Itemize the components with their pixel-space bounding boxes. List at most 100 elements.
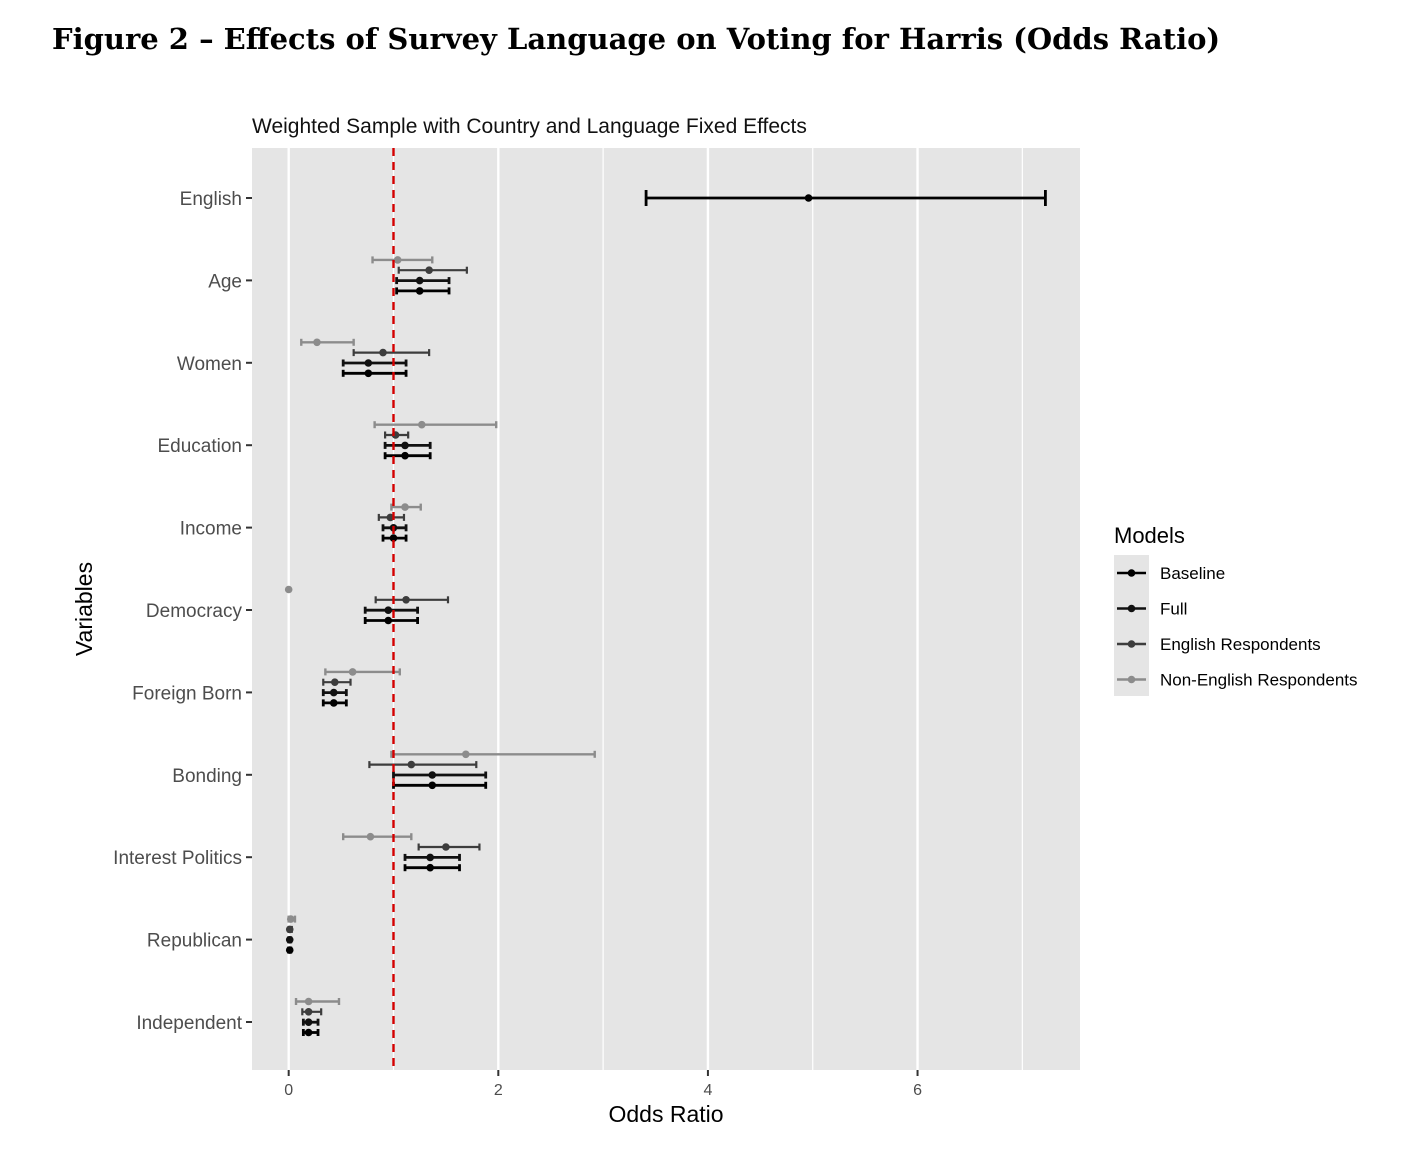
point-estimate <box>348 668 357 676</box>
x-tick-label: 2 <box>494 1082 503 1099</box>
y-tick-label: Foreign Born <box>132 683 242 704</box>
errorbar-english-respondents <box>352 348 431 357</box>
legend-key-point <box>1127 675 1136 684</box>
point-estimate <box>379 348 387 357</box>
x-tick-label: 6 <box>913 1082 922 1099</box>
point-estimate <box>286 915 295 923</box>
point-estimate <box>386 513 395 522</box>
errorbar-non-english-respondents <box>390 750 596 759</box>
legend: Models Baseline Full English Respondents No… <box>1114 523 1358 696</box>
point-estimate <box>415 287 424 295</box>
errorbar-english-respondents <box>301 1008 323 1016</box>
legend-key-point <box>1127 569 1136 577</box>
errorbar-full <box>403 853 461 862</box>
legend-label: Baseline <box>1160 564 1225 583</box>
figure-title: Figure 2 – Effects of Survey Language on… <box>52 22 1221 56</box>
legend-item: Full <box>1117 600 1187 619</box>
x-axis: 0 2 4 6 <box>284 1070 922 1099</box>
y-tick-label: Democracy <box>146 601 243 622</box>
point-estimate <box>407 760 416 769</box>
legend-item: English Respondents <box>1117 635 1321 654</box>
errorbar-full <box>321 688 348 697</box>
major-gridlines <box>287 148 919 1070</box>
errorbar-baseline <box>301 1028 320 1037</box>
point-estimate <box>304 997 313 1006</box>
legend-title: Models <box>1114 523 1185 548</box>
point-estimate <box>804 194 813 202</box>
point-estimate <box>401 441 409 450</box>
y-axis: English Age Women Education Income Democracy F… <box>113 189 252 1034</box>
y-tick-label: Republican <box>147 931 242 952</box>
point-estimate <box>285 925 294 934</box>
point-estimate <box>285 936 294 944</box>
errorbar-non-english-respondents <box>294 997 341 1006</box>
y-tick-label: English <box>180 189 242 210</box>
point-estimate <box>313 338 321 347</box>
errorbar-full <box>301 1018 320 1026</box>
point-estimate <box>389 534 398 542</box>
legend-key-background <box>1114 555 1149 696</box>
point-estimate <box>425 266 433 275</box>
error-bars <box>284 190 1047 1037</box>
errorbar-baseline <box>363 616 420 625</box>
errorbar-non-english-respondents <box>284 585 293 594</box>
errorbar-english-respondents <box>368 760 478 769</box>
point-estimate <box>401 451 409 460</box>
point-estimate <box>401 503 409 511</box>
x-tick-label: 0 <box>284 1082 293 1099</box>
errorbar-baseline <box>392 781 488 790</box>
errorbar-non-english-respondents <box>341 832 413 841</box>
errorbar-english-respondents <box>374 596 450 604</box>
point-estimate <box>364 359 373 367</box>
y-tick-label: Income <box>180 519 242 540</box>
errorbar-baseline <box>644 190 1047 206</box>
y-tick-label: Interest Politics <box>113 848 242 869</box>
legend-label: English Respondents <box>1160 635 1321 654</box>
point-estimate <box>364 369 373 378</box>
point-estimate <box>329 688 338 697</box>
errorbar-non-english-respondents <box>371 256 434 264</box>
y-axis-label: Variables <box>71 562 97 656</box>
errorbar-english-respondents <box>322 678 352 686</box>
legend-item: Non-English Respondents <box>1117 671 1358 690</box>
point-estimate <box>384 616 393 625</box>
point-estimate <box>366 832 375 841</box>
errorbar-english-respondents <box>397 266 468 275</box>
errorbar-non-english-respondents <box>300 338 355 347</box>
y-tick-label: Education <box>157 436 242 457</box>
errorbar-baseline <box>383 451 432 460</box>
errorbar-baseline <box>285 946 294 954</box>
legend-key-point <box>1127 604 1136 613</box>
point-estimate <box>304 1028 313 1037</box>
errorbar-baseline <box>381 534 408 542</box>
point-estimate <box>285 946 294 954</box>
y-tick-label: Women <box>177 354 242 375</box>
errorbar-english-respondents <box>377 513 406 522</box>
errorbar-full <box>363 606 420 614</box>
errorbar-non-english-respondents <box>324 668 401 676</box>
legend-label: Non-English Respondents <box>1160 671 1358 690</box>
errorbar-non-english-respondents <box>286 915 297 923</box>
point-estimate <box>426 853 434 862</box>
errorbar-full <box>392 771 488 779</box>
point-estimate <box>417 420 426 429</box>
point-estimate <box>428 781 437 790</box>
point-estimate <box>442 843 450 851</box>
legend-label: Full <box>1160 600 1187 619</box>
x-tick-label: 4 <box>703 1082 712 1099</box>
errorbar-full <box>395 276 451 285</box>
x-axis-label: Odds Ratio <box>608 1101 723 1127</box>
point-estimate <box>331 678 339 686</box>
y-tick-label: Bonding <box>172 766 242 787</box>
chart-title: Weighted Sample with Country and Languag… <box>252 115 807 138</box>
legend-item: Baseline <box>1117 564 1225 583</box>
errorbar-baseline <box>321 699 348 707</box>
point-estimate <box>304 1008 313 1016</box>
point-estimate <box>329 699 338 707</box>
point-estimate <box>384 606 393 614</box>
y-tick-label: Age <box>208 271 242 292</box>
point-estimate <box>402 596 410 604</box>
errorbar-non-english-respondents <box>373 420 498 429</box>
legend-key-point <box>1127 640 1136 648</box>
